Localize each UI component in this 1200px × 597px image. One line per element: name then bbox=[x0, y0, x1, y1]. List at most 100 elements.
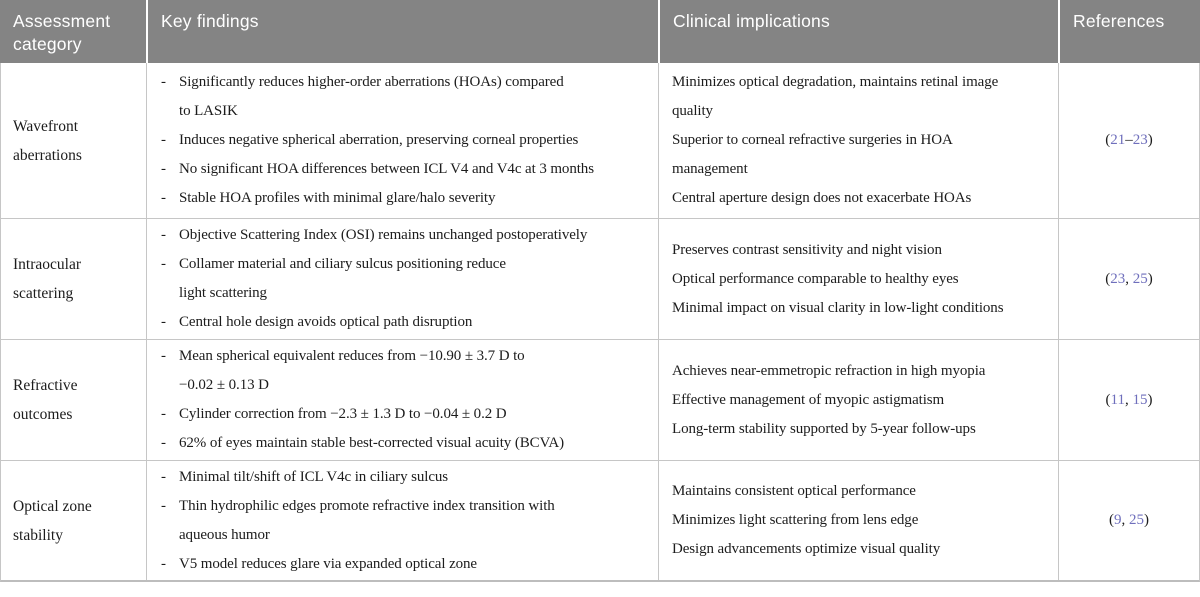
table-row: Intraocular scattering - Objective Scatter… bbox=[1, 218, 1199, 339]
key-finding-item: - Central hole design avoids optical path… bbox=[147, 308, 658, 337]
bullet-dash: - bbox=[161, 468, 166, 485]
category-cell: Intraocular scattering bbox=[1, 219, 146, 339]
key-finding-item: - V5 model reduces glare via expanded opt… bbox=[147, 550, 658, 579]
text-line: to LASIK bbox=[179, 103, 238, 119]
key-finding-item: - No significant HOA differences between … bbox=[147, 155, 658, 184]
clinical-implication-item: Superior to corneal refractive surgeries… bbox=[672, 126, 1056, 184]
category-cell: Wavefront aberrations bbox=[1, 63, 146, 218]
reference-link[interactable]: 23 bbox=[1110, 270, 1126, 287]
bullet-dash: - bbox=[161, 227, 166, 243]
category-label: Refractive outcomes bbox=[13, 377, 78, 423]
clinical-implication-item: Central aperture design does not exacerb… bbox=[672, 184, 1056, 213]
bullet-dash: - bbox=[161, 132, 166, 148]
text-line: Minimal impact on visual clarity in low-… bbox=[672, 299, 1004, 316]
key-finding-text: Significantly reduces higher-order aberr… bbox=[179, 68, 564, 126]
clinical-implications-cell: Preserves contrast sensitivity and night… bbox=[658, 219, 1058, 339]
clinical-implication-item: Minimizes light scattering from lens edg… bbox=[672, 506, 1056, 535]
reference-citation: (9, 25) bbox=[1109, 506, 1149, 535]
bullet-dash: - bbox=[161, 314, 166, 330]
references-cell: (9, 25) bbox=[1058, 461, 1199, 580]
clinical-implication-item: Preserves contrast sensitivity and night… bbox=[672, 236, 1056, 265]
key-finding-item: - Objective Scattering Index (OSI) remain… bbox=[147, 221, 658, 250]
key-finding-item: - Minimal tilt/shift of ICL V4c in ciliar… bbox=[147, 463, 658, 492]
table-row: Refractive outcomes - Mean spherical equiv… bbox=[1, 339, 1199, 460]
key-finding-text: Stable HOA profiles with minimal glare/h… bbox=[179, 184, 496, 213]
clinical-implication-item: Optical performance comparable to health… bbox=[672, 265, 1056, 294]
text-line: Induces negative spherical aberration, p… bbox=[179, 132, 579, 148]
text-line: Effective management of myopic astigmati… bbox=[672, 391, 945, 408]
clinical-implications-cell: Minimizes optical degradation, maintains… bbox=[658, 63, 1058, 218]
reference-text: ( bbox=[1109, 512, 1114, 528]
bullet-dash: - bbox=[161, 161, 166, 177]
key-finding-text: Induces negative spherical aberration, p… bbox=[179, 126, 578, 155]
key-findings-cell: - Significantly reduces higher-order aber… bbox=[146, 63, 658, 218]
key-finding-text: Mean spherical equivalent reduces from −… bbox=[179, 342, 525, 400]
reference-link[interactable]: 15 bbox=[1132, 391, 1148, 408]
text-line: Optical performance comparable to health… bbox=[672, 270, 959, 287]
category-cell: Refractive outcomes bbox=[1, 340, 146, 460]
reference-link[interactable]: 9 bbox=[1114, 512, 1122, 528]
reference-citation: (11, 15) bbox=[1106, 386, 1153, 415]
text-line: Mean spherical equivalent reduces from −… bbox=[179, 348, 525, 364]
bullet-dash: - bbox=[161, 190, 166, 206]
reference-link[interactable]: 11 bbox=[1110, 391, 1125, 408]
reference-link[interactable]: 21 bbox=[1110, 132, 1126, 148]
key-finding-text: Cylinder correction from −2.3 ± 1.3 D to… bbox=[179, 400, 507, 429]
key-finding-item: - Significantly reduces higher-order aber… bbox=[147, 68, 658, 126]
bullet-dash: - bbox=[161, 435, 166, 451]
text-line: Thin hydrophilic edges promote refractiv… bbox=[179, 497, 555, 514]
bullet-dash: - bbox=[161, 74, 166, 90]
reference-link[interactable]: 25 bbox=[1129, 512, 1144, 528]
text-line: Objective Scattering Index (OSI) remains… bbox=[179, 227, 588, 243]
bullet-dash: - bbox=[161, 555, 166, 572]
key-finding-text: No significant HOA differences between I… bbox=[179, 155, 594, 184]
table-header-row: Assessment category Key findings Clinica… bbox=[0, 0, 1200, 63]
key-finding-text: Minimal tilt/shift of ICL V4c in ciliary… bbox=[179, 463, 448, 492]
clinical-implication-item: Achieves near-emmetropic refraction in h… bbox=[672, 357, 1056, 386]
reference-text: , bbox=[1124, 391, 1133, 408]
reference-text: ) bbox=[1147, 391, 1153, 408]
text-line: Minimizes light scattering from lens edg… bbox=[672, 512, 919, 528]
reference-text: ( bbox=[1105, 270, 1111, 287]
reference-link[interactable]: 25 bbox=[1132, 270, 1148, 287]
reference-link[interactable]: 23 bbox=[1132, 132, 1148, 148]
bullet-dash: - bbox=[161, 406, 166, 422]
references-cell: (23, 25) bbox=[1058, 219, 1199, 339]
table-row: Wavefront aberrations - Significantly redu… bbox=[1, 63, 1199, 218]
text-line: Maintains consistent optical performance bbox=[672, 483, 916, 499]
references-cell: (21–23) bbox=[1058, 63, 1199, 218]
reference-text: ( bbox=[1105, 391, 1111, 408]
references-cell: (11, 15) bbox=[1058, 340, 1199, 460]
text-line: aqueous humor bbox=[179, 526, 270, 543]
clinical-implication-item: Maintains consistent optical performance bbox=[672, 477, 1056, 506]
table-body: Wavefront aberrations - Significantly redu… bbox=[0, 63, 1200, 582]
reference-text: ) bbox=[1147, 132, 1153, 148]
key-findings-cell: - Minimal tilt/shift of ICL V4c in ciliar… bbox=[146, 461, 658, 580]
reference-citation: (23, 25) bbox=[1105, 265, 1153, 294]
key-finding-text: 62% of eyes maintain stable best-correct… bbox=[179, 429, 564, 458]
bullet-dash: - bbox=[161, 348, 166, 364]
category-label: Intraocular scattering bbox=[13, 256, 81, 302]
text-line: Superior to corneal refractive surgeries… bbox=[672, 132, 953, 148]
clinical-implication-item: Effective management of myopic astigmati… bbox=[672, 386, 1056, 415]
header-key-findings: Key findings bbox=[146, 0, 658, 63]
clinical-implications-cell: Maintains consistent optical performance… bbox=[658, 461, 1058, 580]
key-finding-item: - Thin hydrophilic edges promote refracti… bbox=[147, 492, 658, 550]
key-findings-cell: - Objective Scattering Index (OSI) remain… bbox=[146, 219, 658, 339]
text-line: No significant HOA differences between I… bbox=[179, 161, 594, 177]
category-cell: Optical zone stability bbox=[1, 461, 146, 580]
key-finding-item: - Collamer material and ciliary sulcus po… bbox=[147, 250, 658, 308]
clinical-implications-cell: Achieves near-emmetropic refraction in h… bbox=[658, 340, 1058, 460]
category-label: Wavefront aberrations bbox=[13, 117, 82, 164]
header-references: References bbox=[1058, 0, 1200, 63]
key-finding-item: -62% of eyes maintain stable best-correc… bbox=[147, 429, 658, 458]
text-line: Central aperture design does not exacerb… bbox=[672, 190, 972, 206]
bullet-dash: - bbox=[161, 497, 166, 514]
table-row: Optical zone stability - Minimal tilt/shif… bbox=[1, 460, 1199, 580]
text-line: Design advancements optimize visual qual… bbox=[672, 541, 941, 557]
text-line: Minimal tilt/shift of ICL V4c in ciliary… bbox=[179, 468, 449, 485]
reference-text: ) bbox=[1144, 512, 1149, 528]
clinical-implication-item: Minimal impact on visual clarity in low-… bbox=[672, 294, 1056, 323]
clinical-implication-item: Long-term stability supported by 5-year … bbox=[672, 415, 1056, 444]
